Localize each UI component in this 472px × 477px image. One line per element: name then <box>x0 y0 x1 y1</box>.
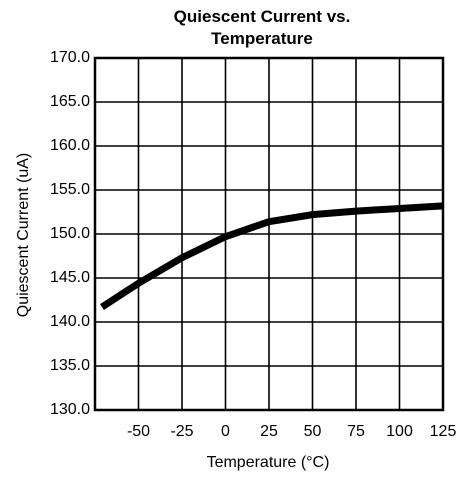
y-tick-label: 160.0 <box>50 137 90 154</box>
y-axis-label: Quiescent Current (uA) <box>15 153 32 318</box>
x-tick-label: -25 <box>170 423 193 440</box>
chart-title: Quiescent Current vs. Temperature <box>173 7 351 48</box>
x-tick-label: 125 <box>430 423 457 440</box>
y-tick-label: 155.0 <box>50 181 90 198</box>
x-tick-label: 100 <box>386 423 413 440</box>
y-tick-label: 145.0 <box>50 269 90 286</box>
x-axis-label: Temperature (°C) <box>207 454 330 471</box>
x-tick-label: 75 <box>347 423 365 440</box>
y-tick-label: 170.0 <box>50 49 90 66</box>
y-tick-label: 150.0 <box>50 225 90 242</box>
x-tick-label: 50 <box>304 423 322 440</box>
data-line <box>100 202 444 310</box>
y-tick-label: 140.0 <box>50 313 90 330</box>
y-tick-label: 135.0 <box>50 357 90 374</box>
x-tick-label: 25 <box>260 423 278 440</box>
x-tick-label: 0 <box>221 423 230 440</box>
y-tick-label: 130.0 <box>50 401 90 418</box>
plot-border <box>93 56 445 412</box>
x-tick-label: -50 <box>127 423 150 440</box>
y-tick-label: 165.0 <box>50 93 90 110</box>
